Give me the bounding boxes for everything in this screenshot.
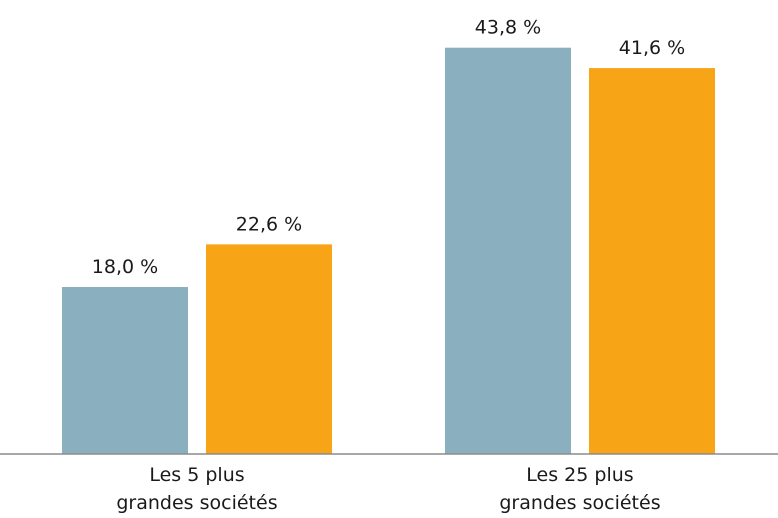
category-labels-group: Les 5 plus grandes sociétés Les 25 plus gra… <box>116 464 660 514</box>
value-label-1-series-2: 22,6 % <box>236 213 302 235</box>
value-label-1-series-1: 18,0 % <box>92 256 158 278</box>
category-label-2-line-2: grandes sociétés <box>499 492 660 514</box>
bar-1-series-1 <box>62 287 188 454</box>
value-labels-group: 18,0 % 22,6 % 43,8 % 41,6 % <box>92 17 685 278</box>
category-label-2-line-1: Les 25 plus <box>526 464 633 486</box>
bar-2-series-2 <box>589 68 715 454</box>
value-label-2-series-1: 43,8 % <box>475 17 541 39</box>
category-label-1-line-2: grandes sociétés <box>116 492 277 514</box>
bar-1-series-2 <box>206 244 332 454</box>
bars-group <box>62 47 715 454</box>
category-label-1-line-1: Les 5 plus <box>149 464 244 486</box>
bar-2-series-1 <box>445 47 571 454</box>
value-label-2-series-2: 41,6 % <box>619 37 685 59</box>
